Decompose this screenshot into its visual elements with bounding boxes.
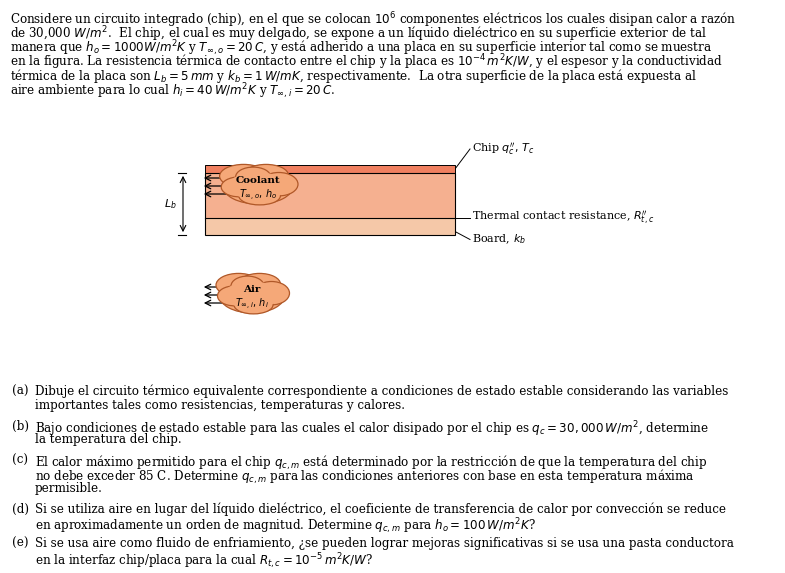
Text: $L_b$: $L_b$ (164, 197, 177, 211)
Bar (205, 165, 455, 173)
Text: térmica de la placa son $L_b = 5\,mm$ y $k_b = 1\,W/mK$, respectivamente.  La ot: térmica de la placa son $L_b = 5\,mm$ y … (10, 67, 697, 85)
Text: manera que $h_o = 1000W/m^2K$ y $T_{\infty,o} = 20\,C$, y está adherido a una pl: manera que $h_o = 1000W/m^2K$ y $T_{\inf… (10, 38, 712, 58)
Ellipse shape (243, 164, 288, 186)
Ellipse shape (216, 273, 261, 297)
Ellipse shape (221, 177, 257, 197)
Text: Board, $k_b$: Board, $k_b$ (472, 233, 526, 246)
Text: $T_{\infty,i},\, h_i$: $T_{\infty,i},\, h_i$ (235, 297, 269, 312)
Ellipse shape (223, 168, 294, 204)
Text: de 30,000 $W/m^2$.  El chip, el cual es muy delgado, se expone a un líquido diel: de 30,000 $W/m^2$. El chip, el cual es m… (10, 24, 706, 44)
Ellipse shape (254, 281, 290, 305)
Ellipse shape (239, 187, 280, 205)
Text: aire ambiente para lo cual $h_i = 40\,W/m^2K$ y $T_{\infty,i} = 20\,C$.: aire ambiente para lo cual $h_i = 40\,W/… (10, 81, 335, 101)
Text: Considere un circuito integrado (chip), en el que se colocan $10^{6}$ componente: Considere un circuito integrado (chip), … (10, 10, 736, 30)
Ellipse shape (224, 281, 280, 308)
Bar (205, 173, 455, 235)
Text: la temperatura del chip.: la temperatura del chip. (35, 434, 181, 446)
Ellipse shape (260, 172, 298, 196)
Ellipse shape (231, 276, 264, 296)
Ellipse shape (220, 164, 268, 188)
Text: en aproximadamente un orden de magnitud. Determine $q_{c,m}$ para $h_o = 100\,W/: en aproximadamente un orden de magnitud.… (35, 516, 536, 536)
Text: $T_{\infty,o},\, h_o$: $T_{\infty,o},\, h_o$ (239, 189, 277, 203)
Ellipse shape (234, 296, 273, 314)
Text: (d): (d) (12, 503, 29, 516)
Text: importantes tales como resistencias, temperaturas y calores.: importantes tales como resistencias, tem… (35, 399, 405, 412)
Text: (a): (a) (12, 385, 28, 398)
Text: Thermal contact resistance, $R_{t,c}''$: Thermal contact resistance, $R_{t,c}''$ (472, 209, 654, 227)
Text: Chip $q_c'',\, T_c$: Chip $q_c'',\, T_c$ (472, 141, 535, 157)
Bar (205, 173, 455, 218)
Text: no debe exceder 85 C. Determine $q_{c,m}$ para las condiciones anteriores con ba: no debe exceder 85 C. Determine $q_{c,m}… (35, 468, 695, 486)
Text: (b): (b) (12, 419, 29, 433)
Text: (c): (c) (12, 454, 28, 467)
Ellipse shape (239, 273, 280, 295)
Text: Dibuje el circuito térmico equivalente correspondiente a condiciones de estado e: Dibuje el circuito térmico equivalente c… (35, 385, 728, 398)
Text: Si se utiliza aire en lugar del líquido dieléctrico, el coeficiente de transfere: Si se utiliza aire en lugar del líquido … (35, 503, 726, 516)
Ellipse shape (228, 172, 288, 199)
Text: Air: Air (243, 285, 261, 294)
Text: en la figura. La resistencia térmica de contacto entre el chip y la placa es $10: en la figura. La resistencia térmica de … (10, 53, 723, 72)
Text: permisible.: permisible. (35, 482, 103, 495)
Ellipse shape (236, 167, 271, 187)
Bar (205, 218, 455, 235)
Text: Si se usa aire como fluido de enfriamiento, ¿se pueden lograr mejoras significat: Si se usa aire como fluido de enfriamien… (35, 537, 734, 550)
Ellipse shape (219, 277, 285, 313)
Text: Bajo condiciones de estado estable para las cuales el calor disipado por el chip: Bajo condiciones de estado estable para … (35, 419, 709, 439)
Text: (e): (e) (12, 537, 28, 550)
Text: en la interfaz chip/placa para la cual $R_{t,c} = 10^{-5}\,m^2K/W$?: en la interfaz chip/placa para la cual $… (35, 551, 373, 571)
Text: El calor máximo permitido para el chip $q_{c,m}$ está determinado por la restric: El calor máximo permitido para el chip $… (35, 454, 707, 472)
Ellipse shape (217, 286, 250, 306)
Text: Coolant: Coolant (236, 176, 280, 185)
